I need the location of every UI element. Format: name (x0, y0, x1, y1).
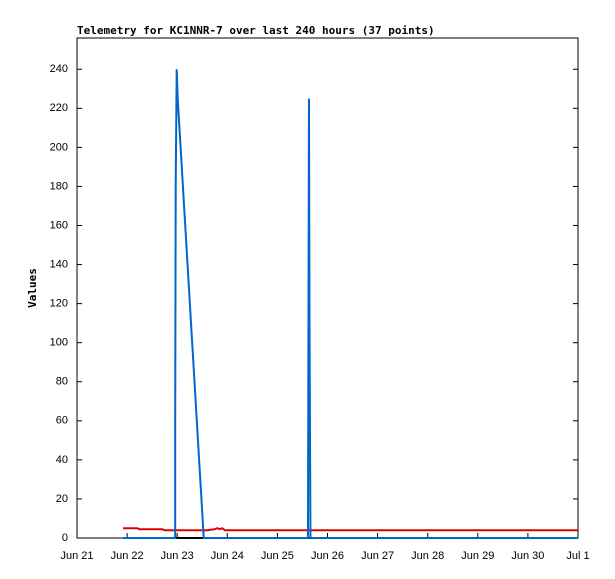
chart-title: Telemetry for KC1NNR-7 over last 240 hou… (77, 24, 435, 37)
y-tick-label: 140 (50, 258, 68, 270)
plot-frame (76, 37, 579, 539)
x-tick-label: Jun 24 (211, 550, 244, 562)
y-tick-label: 180 (50, 180, 68, 192)
x-tick-label: Jun 22 (111, 550, 144, 562)
y-tick-label: 240 (50, 63, 68, 75)
y-tick-label: 220 (50, 102, 68, 114)
y-tick-label: 120 (50, 298, 68, 310)
series-line (123, 527, 578, 532)
x-tick-label: Jun 21 (60, 550, 93, 562)
x-tick-label: Jun 25 (261, 550, 294, 562)
y-axis-label: Values (26, 268, 39, 308)
x-tick-label: Jun 30 (511, 550, 544, 562)
x-tick-label: Jun 29 (461, 550, 494, 562)
series-line (123, 69, 578, 539)
y-tick-label: 20 (56, 493, 68, 505)
x-tick-label: Jul 1 (566, 550, 589, 562)
y-tick-label: 80 (56, 376, 68, 388)
y-tick-label: 160 (50, 219, 68, 231)
y-tick-label: 100 (50, 337, 68, 349)
x-tick-label: Jun 27 (361, 550, 394, 562)
y-tick-label: 40 (56, 454, 68, 466)
x-tick-label: Jun 26 (311, 550, 344, 562)
x-tick-label: Jun 23 (161, 550, 194, 562)
x-tick-label: Jun 28 (411, 550, 444, 562)
y-tick-label: 200 (50, 141, 68, 153)
y-tick-label: 60 (56, 415, 68, 427)
y-tick-label: 0 (62, 532, 68, 544)
